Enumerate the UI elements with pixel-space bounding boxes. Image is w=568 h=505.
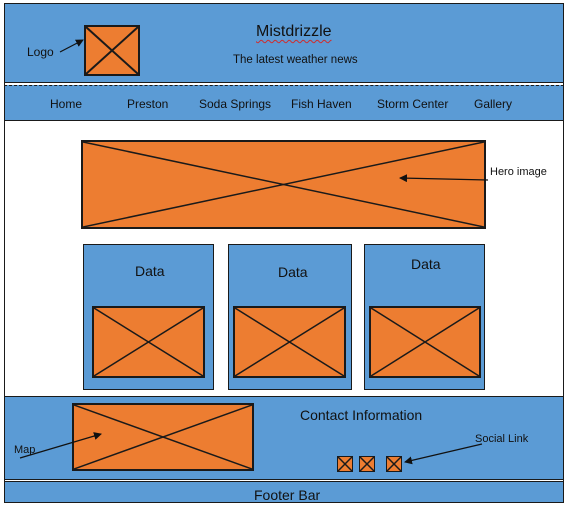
nav-item-preston[interactable]: Preston [127,97,169,111]
nav-item-soda-springs[interactable]: Soda Springs [199,97,272,111]
site-title: Mistdrizzle [256,23,332,40]
social-link-1-icon[interactable] [337,456,353,472]
hero-image-placeholder [81,140,486,229]
data-card-1-image [92,306,205,378]
nav-item-storm-center[interactable]: Storm Center [377,97,449,111]
data-card-2-image [233,306,346,378]
data-card-3-title: Data [411,256,441,272]
contact-title: Contact Information [300,407,423,423]
data-card-2-title: Data [278,264,308,280]
footer-bar [4,481,564,503]
site-tagline: The latest weather news [233,54,358,66]
map-label: Map [14,444,36,456]
data-card-3-image [369,306,481,378]
nav-item-home[interactable]: Home [50,97,83,111]
data-card-1-title: Data [135,263,165,279]
logo-placeholder [84,25,140,76]
social-link-2-icon[interactable] [359,456,375,472]
footer-label: Footer Bar [254,487,321,503]
logo-label: Logo [27,45,54,59]
hero-image-label: Hero image [490,166,547,178]
social-link-label: Social Link [475,433,529,445]
map-placeholder [72,403,254,471]
nav-bar [4,85,564,121]
nav-item-fish-haven[interactable]: Fish Haven [291,97,352,111]
social-link-3-icon[interactable] [386,456,402,472]
nav-item-gallery[interactable]: Gallery [474,97,513,111]
